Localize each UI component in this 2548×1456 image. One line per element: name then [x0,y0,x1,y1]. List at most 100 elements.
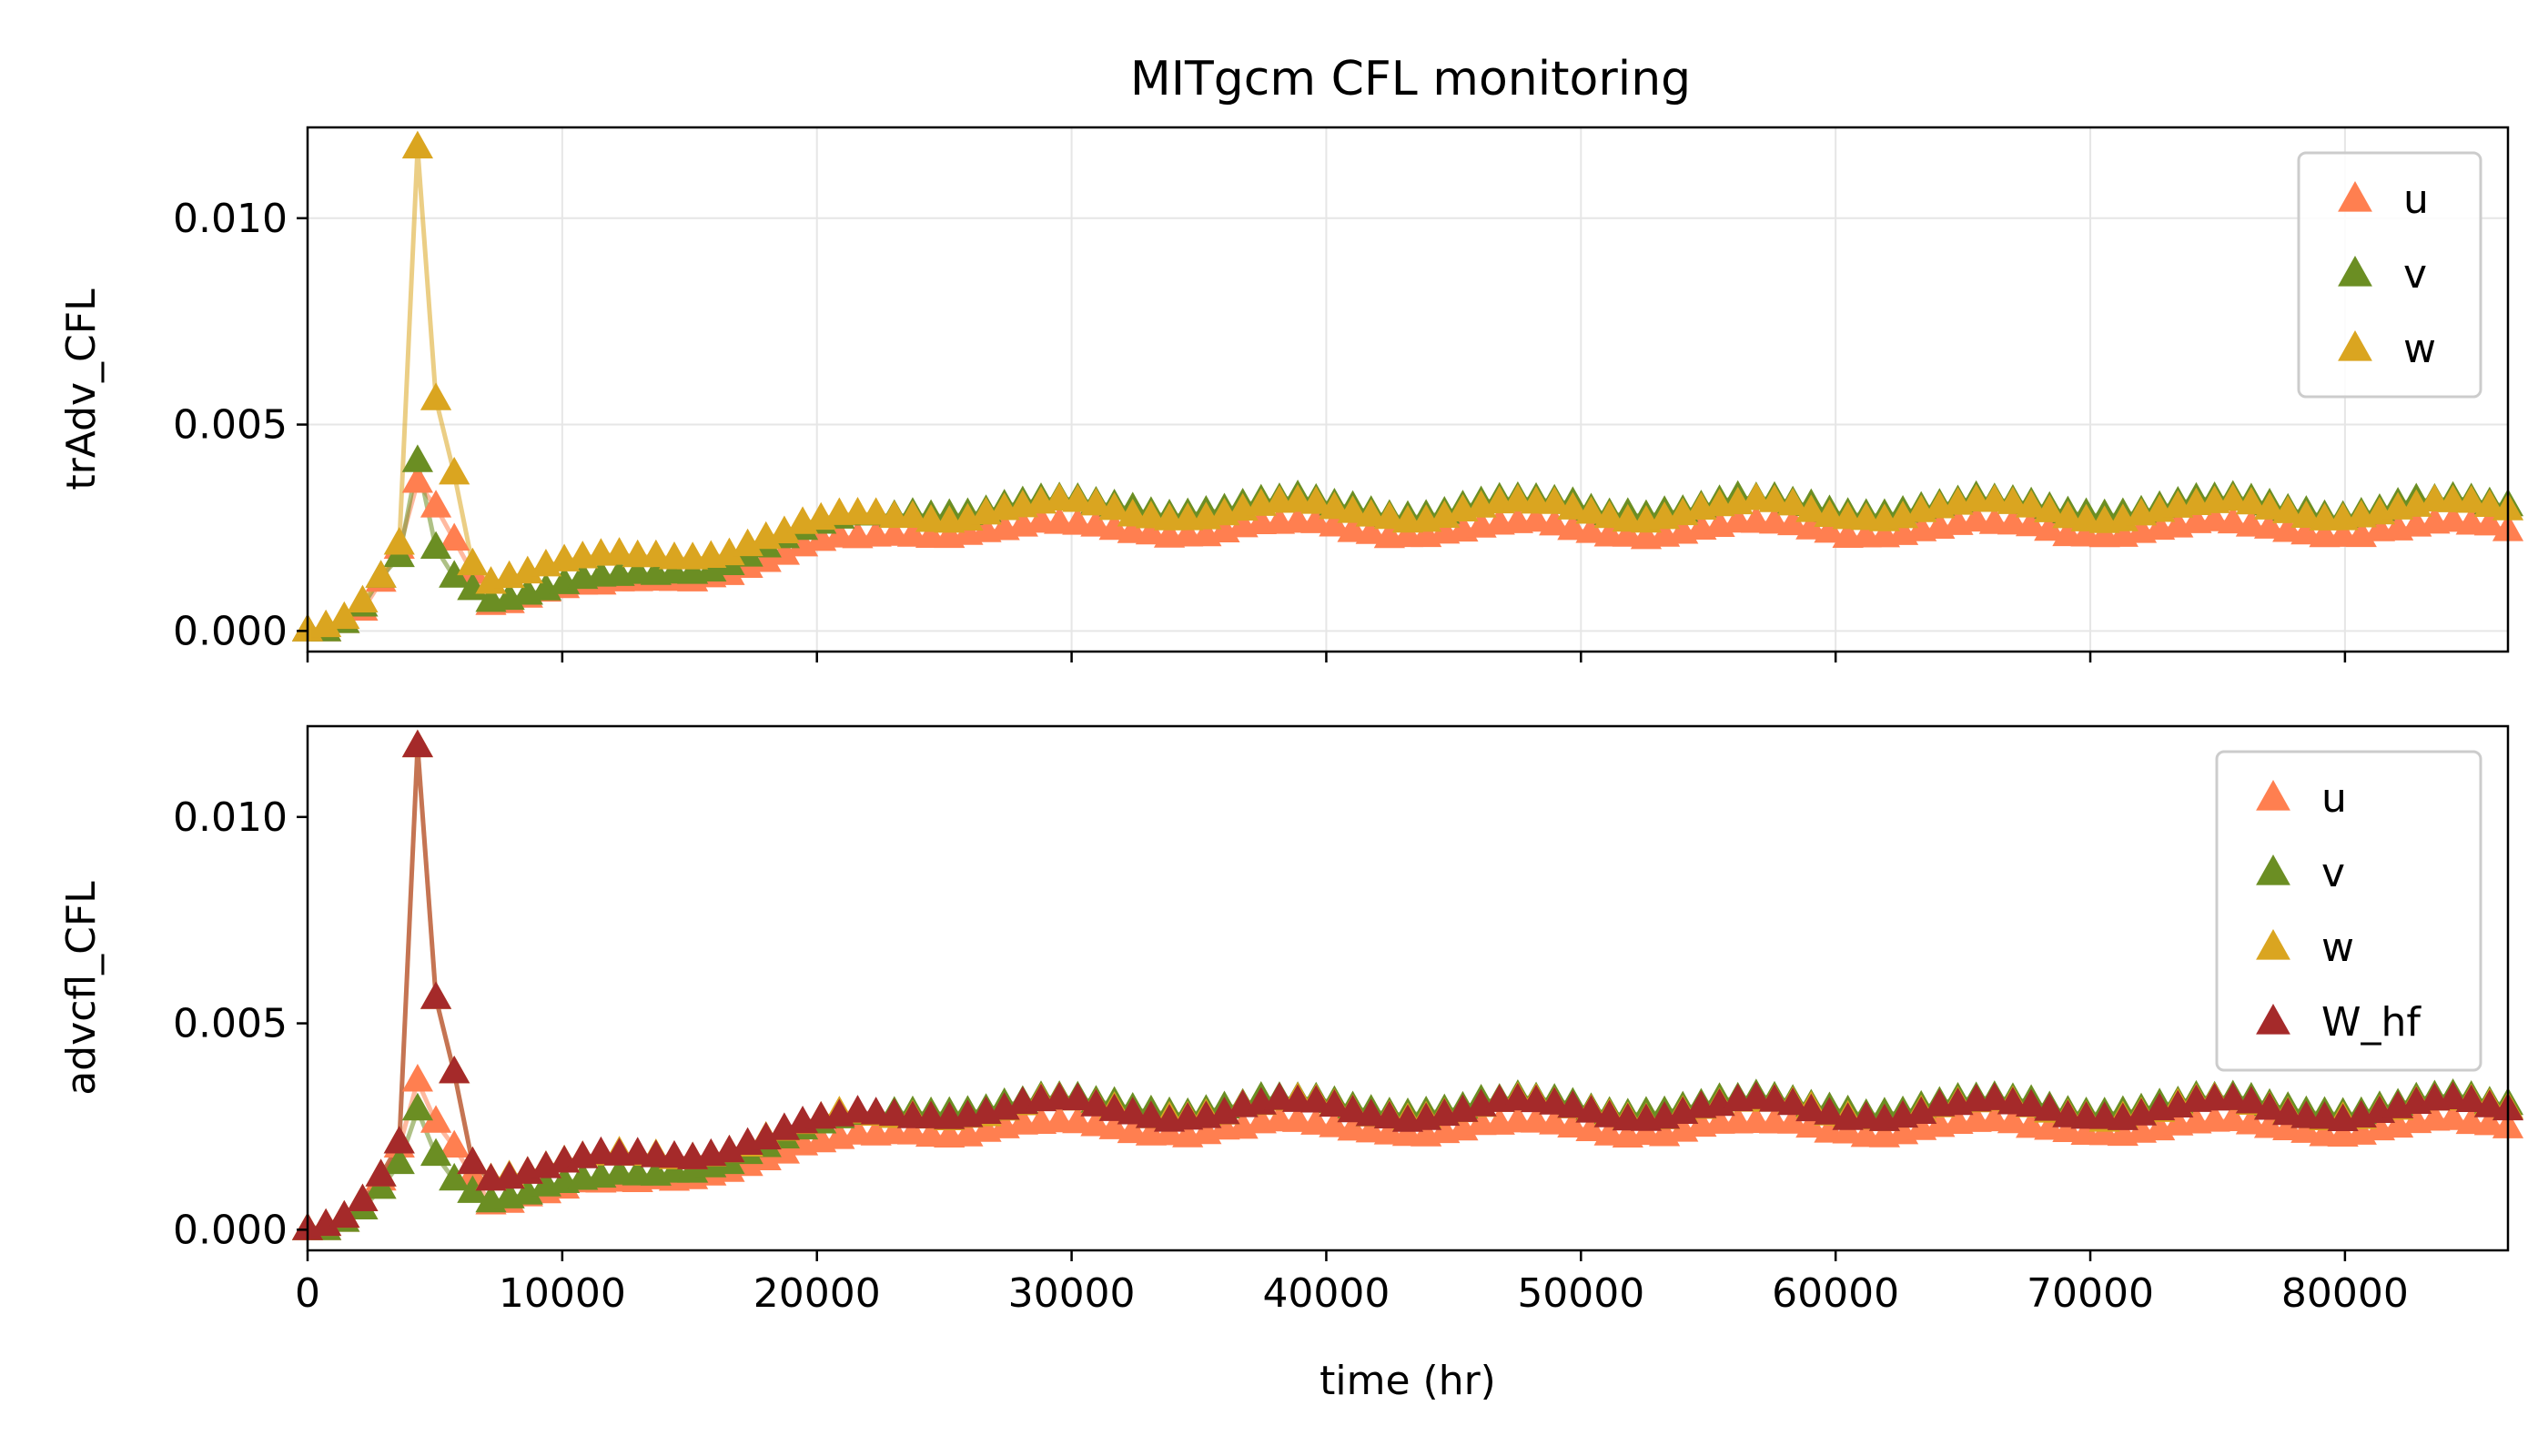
top-marker-w-71 [1593,500,1625,529]
top-marker-w-55 [1300,486,1332,514]
bottom-legend-label-v: v [2321,850,2345,896]
bottom-marker-u-93 [1997,1105,2029,1134]
top-marker-u-70 [1575,515,1607,543]
bottom-marker-W_hf-117 [2437,1081,2469,1109]
bottom-marker-W_hf-67 [1520,1084,1552,1113]
top-marker-v-7 [420,531,452,560]
bottom-marker-W_hf-42 [1062,1082,1094,1111]
bottom-marker-W_hf-55 [1300,1085,1332,1113]
top-marker-w-95 [2034,494,2066,522]
bottom-marker-W_hf-8 [439,1055,470,1084]
top-marker-u-69 [1557,512,1589,541]
bottom-marker-W_hf-71 [1593,1099,1625,1127]
top-marker-v-6 [401,444,433,472]
top-marker-w-31 [860,497,892,525]
bottom-marker-W_hf-58 [1355,1098,1387,1127]
top-marker-w-80 [1758,484,1791,512]
bottom-marker-W_hf-1 [310,1208,342,1237]
bottom-marker-W_hf-108 [2272,1097,2304,1126]
top-ytick-label-1: 0.005 [173,402,288,449]
top-marker-v-8 [439,560,470,588]
bottom-marker-W_hf-88 [1906,1096,1937,1125]
bottom-marker-W_hf-94 [2016,1088,2048,1117]
top-marker-w-108 [2272,495,2304,523]
bottom-marker-W_hf-107 [2253,1092,2286,1120]
top-panel-ticks: 0.000 0.005 0.010 [173,196,2347,662]
bottom-legend-label-u: u [2321,775,2347,822]
top-panel-legend: uvw [2297,151,2482,399]
top-marker-w-26 [768,515,800,543]
bottom-marker-u-7 [420,1105,452,1133]
top-legend-marker-u [2338,181,2372,212]
bottom-xtick-label-6: 60000 [1772,1270,1899,1317]
top-marker-w-3 [347,584,379,612]
bottom-legend-label-W_hf: W_hf [2321,999,2422,1046]
bottom-marker-W_hf-119 [2473,1089,2505,1117]
bottom-marker-W_hf-7 [420,981,452,1009]
bottom-marker-W_hf-56 [1319,1088,1350,1117]
bottom-marker-W_hf-69 [1557,1089,1589,1118]
top-marker-w-69 [1557,491,1589,520]
top-marker-u-83 [1814,514,1845,543]
bottom-marker-u-68 [1539,1107,1571,1135]
top-panel-ylabel: trAdv_CFL [58,288,105,490]
bottom-marker-W_hf-85 [1850,1101,1882,1129]
top-marker-u-94 [2016,508,2048,537]
top-marker-w-33 [896,500,929,529]
top-marker-u-105 [2217,505,2249,534]
bottom-marker-u-117 [2437,1102,2469,1130]
top-legend-box [2297,151,2482,399]
bottom-marker-u-54 [1282,1104,1314,1132]
bottom-marker-W_hf-83 [1814,1097,1845,1125]
top-marker-u-43 [1080,509,1112,537]
bottom-marker-u-43 [1080,1108,1112,1137]
top-marker-u-44 [1098,511,1130,541]
bottom-marker-W_hf-23 [713,1134,745,1163]
top-marker-w-7 [420,382,452,410]
top-marker-u-67 [1520,503,1552,532]
bottom-marker-W_hf-80 [1758,1084,1791,1112]
top-marker-w-109 [2290,500,2322,529]
top-marker-w-9 [457,547,489,576]
bottom-panel-series-markers [291,729,2524,1240]
top-marker-w-4 [365,560,397,588]
bottom-marker-W_hf-3 [347,1183,379,1211]
top-marker-w-57 [1337,495,1369,523]
top-marker-w-24 [732,528,763,557]
bottom-marker-v-12 [511,1177,543,1205]
bottom-marker-W_hf-81 [1777,1087,1809,1116]
top-marker-w-17 [603,537,635,565]
bottom-xtick-label-7: 70000 [2027,1270,2154,1317]
bottom-marker-W_hf-82 [1795,1093,1827,1122]
bottom-marker-W_hf-46 [1135,1100,1167,1128]
top-marker-w-6 [401,130,433,159]
top-legend-marker-w [2338,330,2372,361]
bottom-xtick-label-2: 20000 [753,1270,881,1317]
bottom-legend-marker-v [2256,854,2290,885]
bottom-marker-W_hf-93 [1997,1087,2029,1115]
top-marker-u-55 [1300,505,1332,533]
top-marker-u-82 [1795,511,1827,540]
bottom-xtick-label-8: 80000 [2281,1270,2409,1317]
bottom-marker-W_hf-68 [1539,1087,1571,1115]
bottom-marker-W_hf-6 [401,729,433,758]
top-marker-w-42 [1062,484,1094,512]
top-marker-w-1 [310,609,342,638]
bottom-marker-W_hf-105 [2217,1082,2249,1110]
bottom-marker-W_hf-59 [1373,1100,1405,1128]
bottom-marker-u-6 [401,1064,433,1092]
top-marker-w-92 [1978,484,2010,512]
bottom-marker-u-71 [1593,1117,1625,1146]
bottom-legend-marker-u [2256,780,2290,811]
bottom-marker-W_hf-9 [457,1146,489,1175]
bottom-marker-u-107 [2253,1110,2286,1138]
bottom-marker-W_hf-45 [1117,1097,1148,1125]
bottom-marker-W_hf-2 [329,1199,360,1228]
bottom-marker-u-108 [2272,1112,2304,1140]
top-marker-w-56 [1319,490,1350,520]
bottom-marker-W_hf-70 [1575,1095,1607,1123]
top-marker-u-107 [2253,511,2286,539]
bottom-marker-u-81 [1777,1106,1809,1134]
top-marker-w-83 [1814,499,1845,527]
